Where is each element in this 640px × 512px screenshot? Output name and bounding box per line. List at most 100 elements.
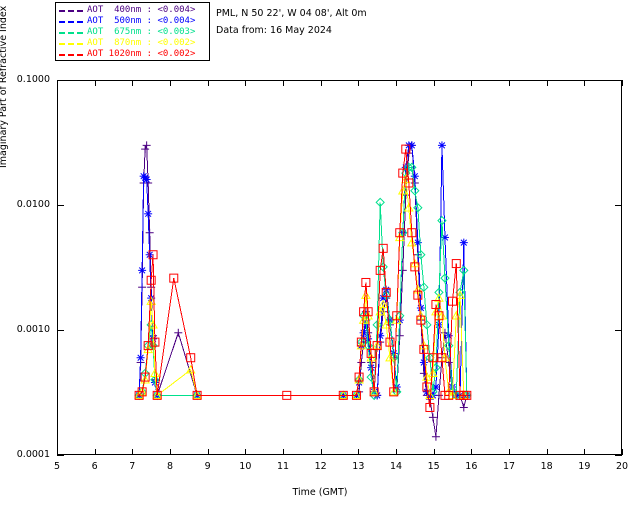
legend-item-label: AOT 1020nm : <0.002>	[87, 49, 196, 59]
x-tick-label: 13	[352, 461, 365, 472]
data-point-square-icon	[462, 390, 472, 400]
x-tick-label: 17	[502, 461, 516, 472]
data-point-asterisk-icon	[437, 141, 446, 150]
legend-item-400nm[interactable]: AOT 400nm : <0.004>	[59, 5, 206, 16]
plot-frame	[57, 80, 622, 455]
header-text-block: PML, N 50 22', W 04 08', Alt 0m Data fro…	[216, 5, 367, 39]
data-point-plus-icon	[145, 228, 154, 237]
data-point-square-icon	[401, 144, 411, 154]
y-tick-mark	[57, 330, 64, 331]
data-point-plus-icon	[141, 145, 150, 154]
legend-item-label: AOT 675nm : <0.003>	[87, 27, 196, 37]
x-tick-mark	[396, 449, 397, 455]
x-tick-mark	[358, 449, 360, 455]
x-tick-label: 20	[615, 461, 629, 472]
data-point-triangle-icon	[354, 374, 364, 384]
data-point-square-icon	[356, 337, 366, 347]
data-point-diamond-icon	[413, 203, 423, 213]
y-tick-label: 0.1000	[16, 74, 50, 85]
data-point-plus-icon	[428, 413, 437, 422]
x-tick-mark	[622, 449, 623, 455]
x-tick-label: 16	[465, 461, 478, 472]
data-point-square-icon	[392, 311, 402, 321]
x-tick-mark	[433, 449, 435, 455]
data-point-square-icon	[404, 178, 414, 188]
x-tick-mark	[283, 449, 284, 455]
data-point-triangle-icon	[397, 185, 408, 195]
data-point-square-icon	[140, 372, 150, 382]
data-point-triangle-icon	[385, 352, 395, 362]
legend-item-1020nm[interactable]: AOT 1020nm : <0.002>	[59, 49, 206, 60]
x-tick-mark	[509, 449, 510, 455]
x-tick-mark	[245, 449, 247, 455]
legend-item-675nm[interactable]: AOT 675nm : <0.003>	[59, 27, 206, 38]
series-aot-1020nm	[134, 144, 472, 412]
data-point-square-icon	[413, 290, 423, 300]
data-point-asterisk-icon	[440, 233, 449, 242]
x-tick-label: 9	[204, 461, 211, 472]
data-point-square-icon	[378, 243, 388, 253]
legend-item-500nm[interactable]: AOT 500nm : <0.004>	[59, 16, 206, 27]
data-point-plus-icon	[174, 328, 183, 337]
series-aot-500nm	[135, 141, 471, 400]
x-tick-mark	[207, 449, 209, 455]
x-tick-mark	[170, 449, 171, 455]
data-point-triangle-icon	[403, 202, 414, 212]
data-point-square-icon	[150, 337, 160, 347]
legend-item-870nm[interactable]: AOT 870nm : <0.002>	[59, 38, 206, 49]
data-point-triangle-icon	[148, 319, 158, 329]
data-point-triangle-icon	[434, 293, 444, 302]
data-point-diamond-icon	[372, 320, 382, 330]
x-tick-mark	[207, 80, 209, 86]
data-point-square-icon	[422, 382, 432, 392]
data-point-diamond-icon	[416, 250, 426, 260]
data-point-diamond-icon	[375, 197, 385, 208]
x-tick-label: 12	[314, 461, 327, 472]
data-point-square-icon	[398, 168, 408, 178]
data-point-diamond-icon	[148, 340, 158, 351]
data-point-square-icon	[338, 390, 348, 400]
x-tick-mark	[94, 80, 96, 86]
data-point-square-icon	[366, 348, 376, 358]
series-line	[138, 166, 468, 397]
x-tick-mark	[170, 80, 171, 86]
x-tick-label: 10	[239, 461, 252, 472]
legend-item-label: AOT 400nm : <0.004>	[87, 5, 196, 15]
data-point-diamond-icon	[381, 290, 391, 300]
data-point-square-icon	[385, 337, 395, 347]
data-point-square-icon	[192, 390, 202, 400]
data-point-square-icon	[419, 344, 429, 354]
data-point-diamond-icon	[366, 372, 376, 382]
data-point-diamond-icon	[410, 186, 420, 196]
data-point-triangle-icon	[437, 310, 447, 320]
data-point-triangle-icon	[388, 386, 399, 396]
x-tick-mark	[546, 80, 548, 86]
data-point-square-icon	[148, 250, 158, 260]
legend-item-label: AOT 500nm : <0.004>	[87, 16, 196, 26]
data-point-asterisk-icon	[145, 250, 154, 259]
x-tick-mark	[509, 80, 510, 86]
data-point-square-icon	[354, 372, 364, 382]
data-point-square-icon	[434, 311, 444, 321]
data-point-asterisk-icon	[434, 320, 443, 329]
data-point-diamond-icon	[422, 320, 432, 330]
data-point-triangle-icon	[146, 296, 157, 305]
data-point-square-icon	[146, 275, 156, 285]
data-point-square-icon	[372, 341, 382, 351]
data-point-diamond-icon	[150, 375, 160, 385]
x-tick-label: 5	[53, 461, 61, 472]
x-tick-mark	[396, 80, 397, 86]
data-point-square-icon	[363, 307, 373, 317]
y-tick-mark	[615, 455, 622, 456]
data-point-triangle-icon	[455, 290, 465, 299]
data-point-plus-icon	[431, 432, 440, 441]
y-tick-label: 0.0001	[16, 449, 50, 460]
legend-line-swatch-icon	[59, 31, 83, 34]
data-point-diamond-icon	[440, 273, 450, 283]
data-point-square-icon	[410, 262, 420, 272]
x-tick-label: 8	[166, 461, 174, 472]
data-point-diamond-icon	[459, 265, 469, 276]
x-tick-mark	[584, 80, 586, 86]
y-tick-label: 0.0100	[16, 199, 50, 210]
data-point-square-icon	[137, 387, 147, 397]
